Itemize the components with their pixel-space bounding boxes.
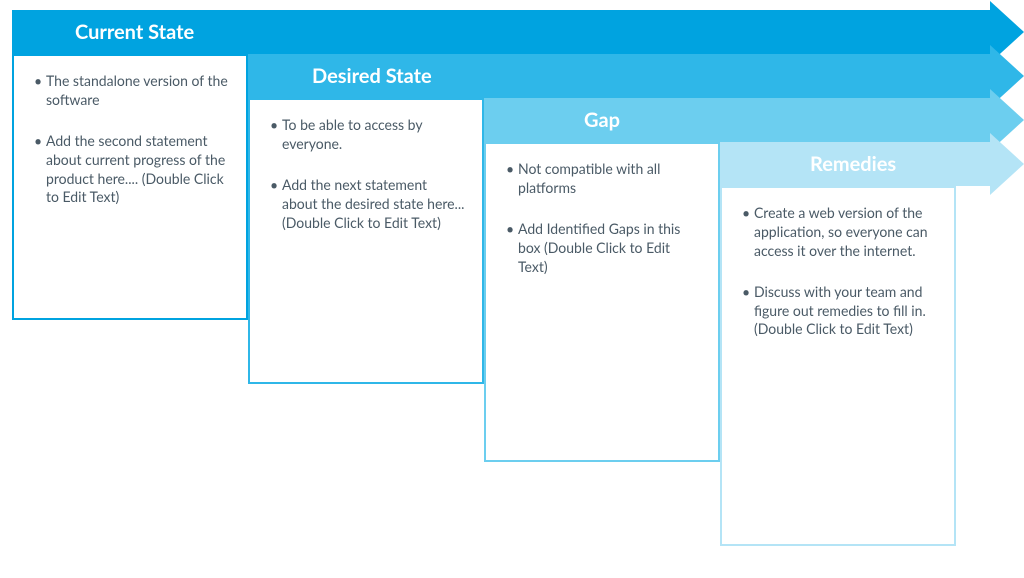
list-item: Discuss with your team and figure out re… [742,283,938,340]
arrow-body-gap [484,98,990,142]
list-item: Add the next statement about the desired… [270,176,466,233]
bullet-list-remedies: Create a web version of the application,… [742,204,938,339]
title-remedies: Remedies [810,152,896,176]
bullet-list-gap: Not compatible with all platforms Add Id… [506,160,702,276]
title-current-state: Current State [75,20,194,44]
list-item: Not compatible with all platforms [506,160,702,198]
box-desired-state[interactable]: To be able to access by everyone. Add th… [248,98,484,384]
list-item: Add the second statement about current p… [34,132,230,208]
list-item: To be able to access by everyone. [270,116,466,154]
title-gap: Gap [584,108,620,132]
bullet-list-current-state: The standalone version of the software A… [34,72,230,207]
list-item: Add Identified Gaps in this box (Double … [506,220,702,277]
arrow-head-icon-remedies [990,133,1024,195]
title-desired-state: Desired State [312,64,432,88]
box-current-state[interactable]: The standalone version of the software A… [12,54,248,320]
list-item: The standalone version of the software [34,72,230,110]
box-remedies[interactable]: Create a web version of the application,… [720,186,956,546]
gap-analysis-diagram: Current State The standalone version of … [0,0,1024,578]
bullet-list-desired-state: To be able to access by everyone. Add th… [270,116,466,232]
list-item: Create a web version of the application,… [742,204,938,261]
box-gap[interactable]: Not compatible with all platforms Add Id… [484,142,720,462]
